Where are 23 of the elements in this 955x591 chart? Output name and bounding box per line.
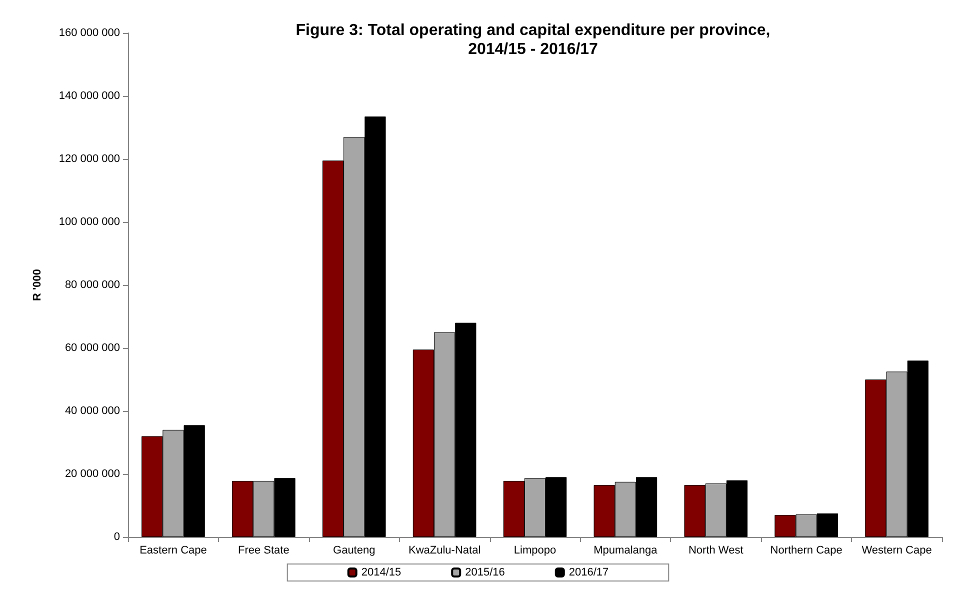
chart-title: Figure 3: Total operating and capital expenditure per province, 2014/15 - 2016/17 bbox=[296, 22, 770, 58]
y-axis-title: R '000 bbox=[32, 269, 44, 301]
y-tick-label: 40 000 000 bbox=[64, 405, 120, 417]
y-tick-label: 60 000 000 bbox=[64, 342, 120, 354]
y-tick-label: 100 000 000 bbox=[58, 216, 120, 228]
y-tick-label: 20 000 000 bbox=[64, 468, 120, 480]
x-tick-label: North West bbox=[688, 544, 744, 556]
legend-label: 2014/15 bbox=[361, 566, 402, 578]
y-tick-label: 140 000 000 bbox=[58, 90, 120, 102]
x-tick-label: KwaZulu-Natal bbox=[408, 544, 481, 556]
x-tick-label: Gauteng bbox=[333, 544, 376, 556]
y-tick-label: 80 000 000 bbox=[64, 279, 120, 291]
y-tick-label: 160 000 000 bbox=[58, 27, 120, 39]
legend-label: 2015/16 bbox=[465, 566, 505, 578]
x-tick-label: Northern Cape bbox=[770, 544, 842, 556]
x-tick-label: Western Cape bbox=[862, 544, 932, 556]
y-tick-label: 120 000 000 bbox=[58, 153, 120, 165]
x-tick-label: Free State bbox=[238, 544, 290, 556]
x-tick-label: Mpumalanga bbox=[594, 544, 658, 556]
legend-label: 2016/17 bbox=[568, 566, 609, 578]
x-tick-label: Limpopo bbox=[514, 544, 556, 556]
y-tick-label: 0 bbox=[114, 531, 120, 543]
x-tick-label: Eastern Cape bbox=[140, 544, 207, 556]
